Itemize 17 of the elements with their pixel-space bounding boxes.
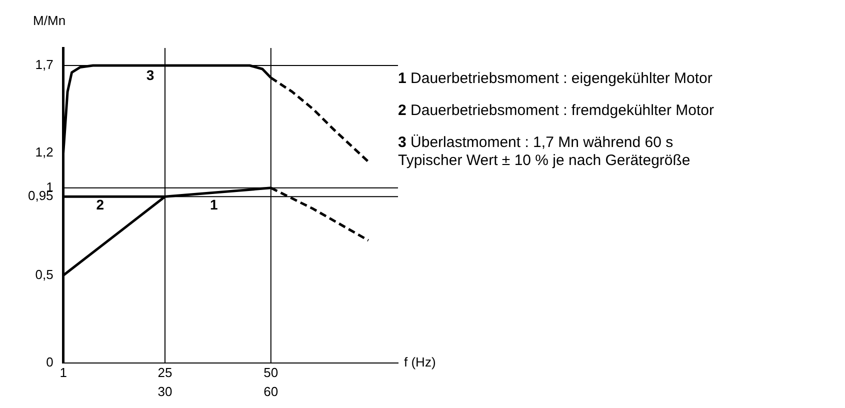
y-tick-label: 0,5 xyxy=(35,266,54,282)
x-tick-label: 25 xyxy=(158,365,172,380)
y-axis-title: M/Mn xyxy=(33,13,66,28)
annotation: 1 xyxy=(210,196,218,212)
annotation: 2 Dauerbetriebsmoment : fremdgekühlter Motor xyxy=(398,102,714,119)
annotation: 2 xyxy=(96,196,104,212)
annotation: 1 Dauerbetriebsmoment : eigengekühlter Motor xyxy=(398,70,712,87)
x-tick-label: 50 xyxy=(264,365,278,380)
x-tick-label: 1 xyxy=(60,365,67,380)
y-tick-label: 0 xyxy=(46,354,54,370)
x-axis-title: f (Hz) xyxy=(404,354,436,370)
annotation: 3 Überlastmoment : 1,7 Mn während 60 s Typischer Wert ± 10 % je nach Gerätegröße xyxy=(398,134,690,169)
y-tick-label: 1,2 xyxy=(35,144,54,160)
x2-tick-label: 30 xyxy=(158,384,172,399)
y-tick-label: 1,7 xyxy=(35,57,54,72)
x2-tick-label: 60 xyxy=(264,384,278,399)
annotation: 3 xyxy=(146,67,154,84)
